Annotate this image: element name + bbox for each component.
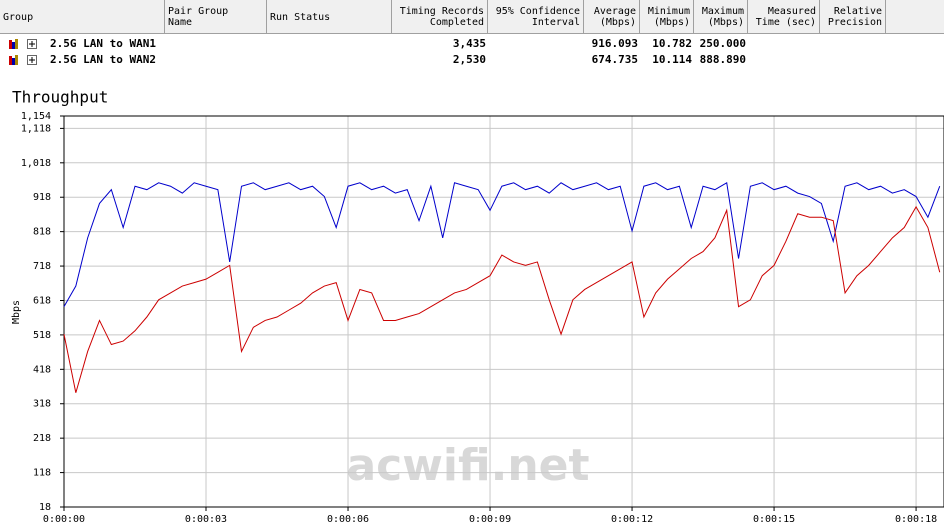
group-name: 2.5G LAN to WAN1 [50,37,156,50]
header-text: Run Status [270,12,331,23]
y-tick-label: 1,154 [21,111,51,122]
header-text: Time (sec) [755,17,816,28]
y-tick-label: 1,018 [21,158,51,169]
cell-value: 10.782 [652,37,692,50]
column-header[interactable]: Measured Time (sec) [748,0,820,34]
header-filler [886,0,944,34]
y-tick-label: 718 [33,261,51,272]
cell-value: 250.000 [699,37,746,50]
row-icons[interactable] [8,38,38,50]
y-tick-label: 618 [33,295,51,306]
y-tick-label: 818 [33,227,51,238]
column-header[interactable]: 95% Confidence Interval [488,0,584,34]
column-header[interactable]: Group [0,0,165,34]
y-axis-label: Mbps [11,300,22,324]
chart-title: Throughput [12,88,108,107]
x-tick-label: 0:00:15 [753,514,795,525]
cell-value: 674.735 [591,53,638,66]
y-tick-label: 318 [33,399,51,410]
header-text: 95% Confidence [495,6,580,17]
watermark: acwifi.net [346,440,589,491]
y-tick-label: 18 [39,502,51,513]
header-text: Name [168,17,193,28]
y-tick-label: 418 [33,364,51,375]
header-text: (Mbps) [653,17,690,28]
plot-frame [63,115,944,508]
x-tick-label: 0:00:18 [895,514,937,525]
data-line [63,205,941,393]
header-text: Precision [827,17,882,28]
x-tick-label: 0:00:00 [43,514,85,525]
y-tick-label: 218 [33,433,51,444]
header-text: Measured [767,6,816,17]
column-header[interactable]: Maximum (Mbps) [694,0,748,34]
header-text: Interval [531,17,580,28]
data-line [63,181,941,307]
header-text: (Mbps) [599,17,636,28]
header-text: Relative [833,6,882,17]
y-tick-label: 1,118 [21,123,51,134]
x-tick-label: 0:00:09 [469,514,511,525]
chart-background [0,70,944,529]
header-text: Maximum [701,6,744,17]
row-icons[interactable] [8,54,38,66]
y-tick-label: 918 [33,192,51,203]
results-table: Group Pair Group Name Run Status Timing Reco… [0,0,944,70]
header-text: Average [593,6,636,17]
y-tick-label: 118 [33,468,51,479]
chart: Throughput Mbps acwifi.net 18 118 218 318 41… [0,70,944,529]
cell-value: 3,435 [452,37,486,50]
header-text: Pair Group [168,6,229,17]
header-text: (Mbps) [707,17,744,28]
cell-value: 888.890 [699,53,746,66]
cell-value: 10.114 [652,53,692,66]
x-tick-label: 0:00:06 [327,514,369,525]
header-text: Minimum [647,6,690,17]
column-header[interactable]: Average (Mbps) [584,0,640,34]
cell-value: 916.093 [591,37,638,50]
cell-value: 2,530 [452,53,486,66]
header-text: Completed [429,17,484,28]
x-tick-label: 0:00:03 [185,514,227,525]
header-text: Group [3,12,34,23]
x-tick-label: 0:00:12 [611,514,653,525]
column-header[interactable]: Relative Precision [820,0,886,34]
column-header[interactable]: Pair Group Name [165,0,267,34]
column-header[interactable]: Run Status [267,0,392,34]
column-header[interactable]: Timing Records Completed [392,0,488,34]
y-tick-label: 518 [33,330,51,341]
group-name: 2.5G LAN to WAN2 [50,53,156,66]
column-header[interactable]: Minimum (Mbps) [640,0,694,34]
header-text: Timing Records [399,6,484,17]
